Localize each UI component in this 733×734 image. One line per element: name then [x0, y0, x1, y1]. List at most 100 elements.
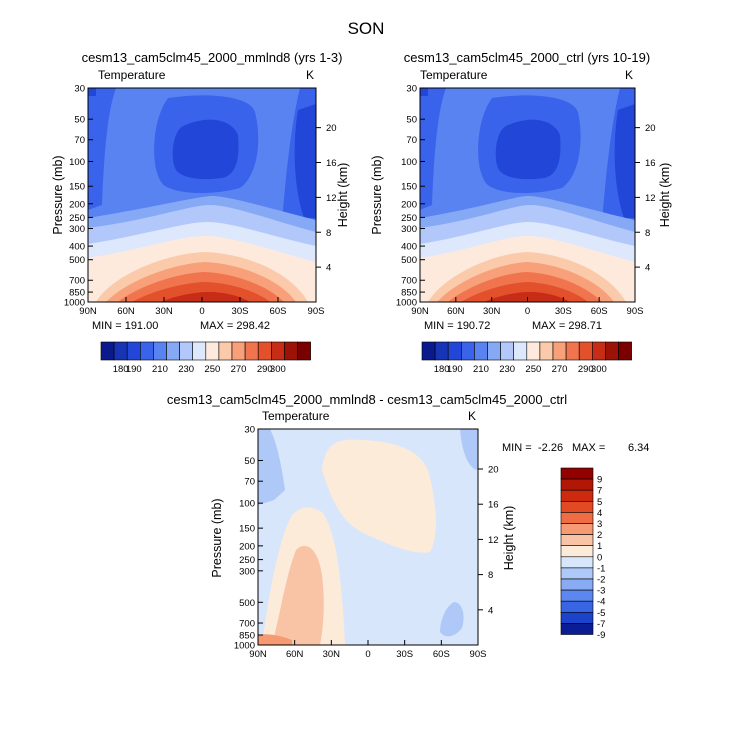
colorbar-label: 0	[597, 552, 602, 563]
figure-title: SON	[348, 19, 385, 38]
colorbar-swatch	[565, 341, 580, 361]
contour-band-minus2-north	[258, 429, 285, 505]
y2-tick-label: 8	[488, 570, 493, 581]
x-tick-label: 60N	[286, 649, 304, 660]
y2-axis-title: Height (km)	[502, 506, 516, 571]
colorbar-swatch	[560, 489, 594, 502]
x-tick-label: 60S	[270, 306, 287, 317]
axes-panel-2: 90N 60N 30N 0 30S 60S 90S 30 50 70 100 150 200 250300…	[396, 84, 656, 318]
colorbar-swatch	[140, 341, 154, 361]
y-tick-label: 50	[244, 456, 255, 467]
y-tick-label: 1000	[64, 298, 85, 309]
field-label: Temperature	[98, 68, 166, 82]
contour-field	[88, 88, 316, 302]
x-tick-label: 30N	[323, 649, 341, 660]
y-tick-label: 700	[401, 276, 417, 287]
contour-band-210-north	[88, 88, 116, 210]
colorbar-swatch	[126, 341, 141, 361]
colorbar-swatch	[526, 341, 541, 361]
y-tick-label: 200	[401, 199, 417, 210]
y-tick-label: 100	[69, 157, 85, 168]
colorbar-swatch	[560, 556, 594, 569]
y-tick-label: 700	[239, 619, 255, 630]
panel-title: cesm13_cam5clm45_2000_mmlnd8 - cesm13_ca…	[167, 392, 567, 407]
axes-layer: 90N 60N 30N 0 30S 60S 90S305070100150200250300…	[64, 84, 656, 661]
y-tick-label: 200	[239, 541, 255, 552]
contour-band-200-south	[294, 104, 316, 218]
x-tick-label: 90S	[308, 306, 325, 317]
colorbar-swatch	[560, 523, 594, 535]
y-tick-label: 250	[239, 555, 255, 566]
colorbar-swatch	[270, 341, 285, 361]
x-tick-label: 30S	[396, 649, 413, 660]
y2-tick-label: 20	[326, 123, 337, 134]
y-tick-label: 250	[69, 213, 85, 224]
y-tick-label: 70	[406, 135, 417, 146]
y-tick-label: 200	[69, 199, 85, 210]
colorbar-label: 180	[113, 364, 129, 375]
panel-ctrl: cesm13_cam5clm45_2000_ctrl (yrs 10-19) T…	[370, 50, 672, 332]
colorbar-label: 2	[597, 530, 602, 541]
panel-title: cesm13_cam5clm45_2000_ctrl (yrs 10-19)	[404, 50, 650, 65]
colorbar-swatch	[434, 341, 449, 361]
y2-tick-label: 4	[326, 263, 331, 274]
colorbar-swatch	[100, 341, 115, 361]
y2-tick-label: 4	[645, 263, 650, 274]
colorbar-swatch	[539, 341, 554, 361]
colorbar-swatch	[244, 341, 259, 361]
max-value: 6.34	[628, 442, 649, 454]
min-label: MIN =	[502, 442, 532, 454]
colorbar-swatch	[487, 341, 501, 361]
y-tick-label: 300	[401, 224, 417, 235]
colorbar-swatch	[560, 578, 594, 591]
colorbar-swatch	[500, 341, 515, 361]
contour-band-0-1-aloft	[322, 439, 436, 553]
colorbar-label: 270	[552, 364, 568, 375]
y2-tick-label: 4	[488, 605, 493, 616]
y-tick-label: 300	[69, 224, 85, 235]
x-tick-label: 30S	[232, 306, 249, 317]
y-tick-label: 1000	[396, 298, 417, 309]
colorbar-label: -2	[597, 575, 605, 586]
colorbar-label: 190	[447, 364, 463, 375]
x-tick-label: 30N	[155, 306, 173, 317]
colorbar-label: -9	[597, 630, 605, 641]
colorbar-swatch	[560, 478, 594, 491]
colorbar-swatch	[284, 341, 298, 361]
panel-mmlnd8: cesm13_cam5clm45_2000_mmlnd8 (yrs 1-3) T…	[51, 50, 350, 332]
x-tick-label: 0	[365, 649, 370, 660]
field-label: Temperature	[262, 409, 330, 423]
colorbar-swatch	[560, 467, 594, 480]
y-tick-label: 30	[74, 84, 85, 95]
contour-band-2-3	[258, 634, 292, 645]
colorbar-label: -3	[597, 586, 605, 597]
colorbar-label: 210	[473, 364, 489, 375]
x-tick-label: 90N	[79, 306, 97, 317]
colorbar-swatch	[153, 341, 167, 361]
contour-band-minus2-top-right	[460, 429, 478, 470]
max-label: MAX =	[572, 442, 605, 454]
y2-tick-label: 16	[326, 158, 337, 169]
colorbar-swatch	[421, 341, 436, 361]
colorbar-label: -7	[597, 619, 605, 630]
x-tick-label: 30S	[555, 306, 572, 317]
panel-title: cesm13_cam5clm45_2000_mmlnd8 (yrs 1-3)	[82, 50, 343, 65]
colorbar-swatch	[560, 623, 594, 635]
colorbar-label: -4	[597, 597, 605, 608]
contour-band-295	[160, 292, 250, 302]
y2-tick-label: 20	[645, 123, 656, 134]
x-tick-label: 30N	[483, 306, 501, 317]
colorbar-swatch	[560, 512, 594, 524]
y-tick-label: 850	[401, 288, 417, 299]
colorbar-swatch	[447, 341, 462, 361]
x-tick-label: 60N	[447, 306, 465, 317]
y-axis-title: Pressure (mb)	[210, 498, 224, 577]
colorbar-swatch	[205, 341, 220, 361]
colorbar-label: 230	[178, 364, 194, 375]
x-tick-label: 90N	[249, 649, 267, 660]
x-tick-label: 90S	[627, 306, 644, 317]
colorbar-label: 230	[499, 364, 515, 375]
y2-tick-label: 12	[326, 193, 337, 204]
colorbar-label: 9	[597, 475, 602, 486]
